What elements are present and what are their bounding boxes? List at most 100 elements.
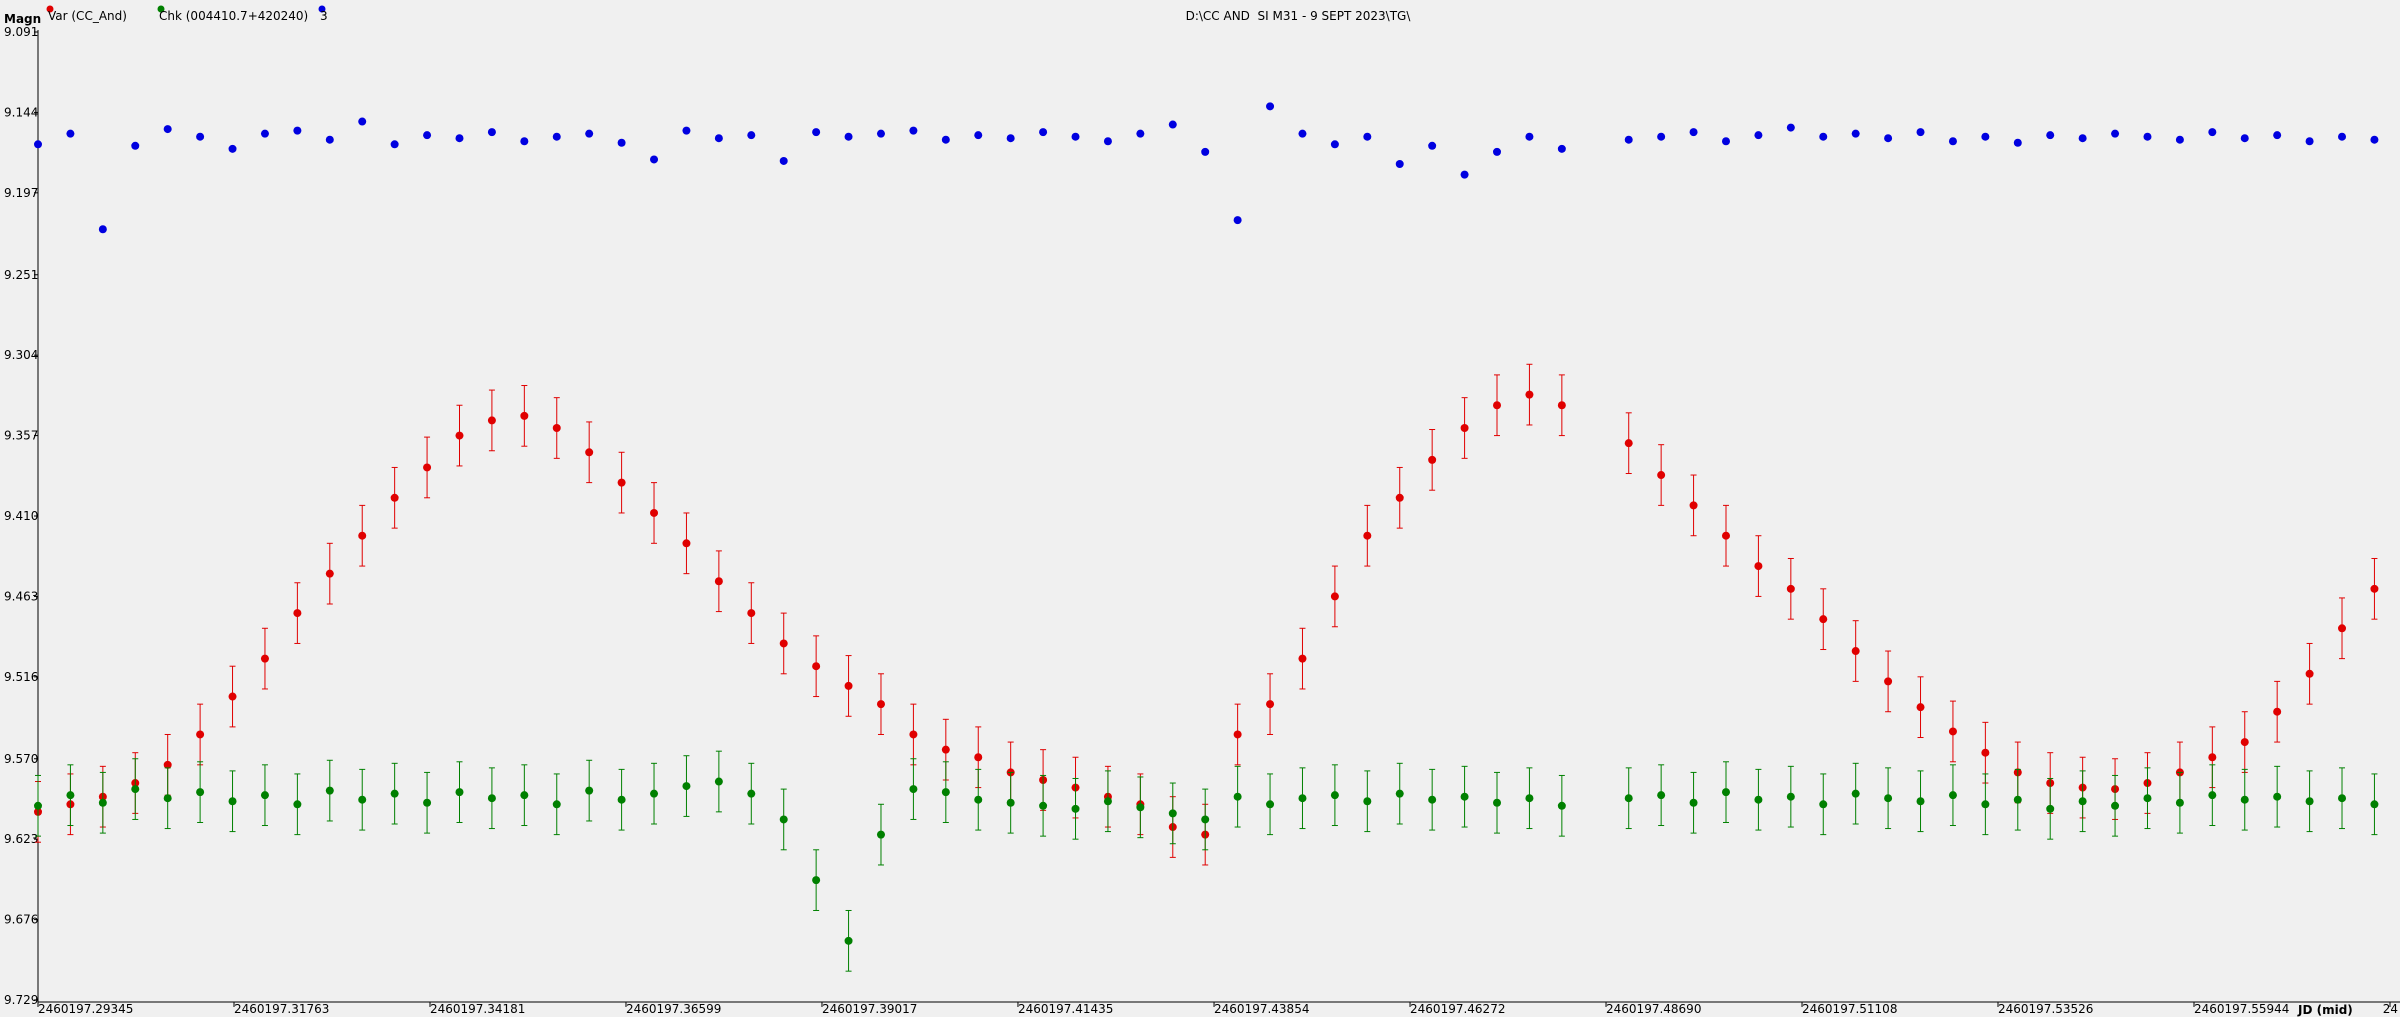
data-point bbox=[1851, 789, 1860, 798]
data-point bbox=[2240, 134, 2249, 143]
data-point bbox=[260, 791, 269, 800]
data-point bbox=[131, 141, 140, 150]
data-point bbox=[974, 753, 983, 762]
data-point bbox=[1136, 129, 1145, 138]
x-tick-label: 2460197.36599 bbox=[626, 1002, 721, 1016]
legend-label: Var (CC_And) bbox=[48, 9, 127, 23]
data-point bbox=[196, 730, 205, 739]
data-point bbox=[650, 155, 659, 164]
data-point bbox=[358, 531, 367, 540]
data-point bbox=[1233, 216, 1242, 225]
data-point bbox=[455, 788, 464, 797]
data-point bbox=[196, 132, 205, 141]
data-point bbox=[2208, 753, 2217, 762]
y-tick-label: 9.676 bbox=[4, 913, 38, 927]
data-point bbox=[228, 797, 237, 806]
data-point bbox=[1624, 794, 1633, 803]
data-point bbox=[1657, 471, 1666, 480]
data-point bbox=[617, 478, 626, 487]
data-point bbox=[1395, 160, 1404, 168]
data-point bbox=[2273, 131, 2282, 140]
data-point bbox=[1428, 795, 1437, 804]
y-tick-label: 9.570 bbox=[4, 752, 38, 766]
data-point bbox=[325, 135, 334, 144]
data-point bbox=[520, 137, 529, 146]
data-point bbox=[1136, 803, 1145, 812]
data-point bbox=[1884, 677, 1893, 686]
data-point bbox=[1006, 798, 1015, 807]
data-point bbox=[455, 134, 464, 143]
data-point bbox=[98, 225, 107, 234]
y-tick-label: 9.357 bbox=[4, 429, 38, 443]
data-point bbox=[423, 131, 432, 140]
series bbox=[34, 102, 2379, 234]
data-point bbox=[1428, 455, 1437, 464]
data-point bbox=[1493, 401, 1502, 410]
data-point bbox=[1330, 592, 1339, 601]
data-point bbox=[1819, 800, 1828, 809]
data-point bbox=[941, 135, 950, 144]
x-tick-label: 2460197.41435 bbox=[1018, 1002, 1113, 1016]
data-point bbox=[2013, 138, 2022, 147]
data-point bbox=[1330, 140, 1339, 149]
data-point bbox=[682, 539, 691, 548]
data-point bbox=[1754, 795, 1763, 804]
y-tick-label: 9.091 bbox=[4, 25, 38, 39]
data-point bbox=[1819, 615, 1828, 624]
data-point bbox=[358, 795, 367, 804]
data-point bbox=[1851, 647, 1860, 656]
data-point bbox=[747, 609, 756, 618]
data-point bbox=[2111, 801, 2120, 810]
data-point bbox=[974, 795, 983, 804]
series bbox=[34, 363, 2379, 866]
data-point bbox=[1786, 584, 1795, 593]
data-point bbox=[1103, 797, 1112, 806]
data-point bbox=[1525, 794, 1534, 803]
x-tick-label: 2460197.51108 bbox=[1802, 1002, 1897, 1016]
data-point bbox=[1298, 129, 1307, 138]
data-point bbox=[2240, 738, 2249, 747]
data-point bbox=[812, 876, 821, 885]
x-tick-label: 2460197.43854 bbox=[1214, 1002, 1309, 1016]
data-point bbox=[1689, 501, 1698, 510]
data-point bbox=[1039, 128, 1048, 137]
data-point bbox=[2078, 134, 2087, 143]
data-point bbox=[1754, 562, 1763, 571]
data-point bbox=[2338, 624, 2347, 633]
data-point bbox=[1395, 789, 1404, 798]
data-point bbox=[650, 789, 659, 798]
x-tick-label: 2460197.46272 bbox=[1410, 1002, 1505, 1016]
x-tick-label: 2460197.34181 bbox=[430, 1002, 525, 1016]
data-point bbox=[98, 798, 107, 807]
data-point bbox=[487, 128, 496, 137]
data-point bbox=[1557, 144, 1566, 153]
data-point bbox=[1689, 798, 1698, 807]
data-point bbox=[2370, 800, 2379, 809]
data-point bbox=[1721, 531, 1730, 540]
data-point bbox=[2370, 135, 2379, 144]
data-point bbox=[1916, 128, 1925, 137]
data-point bbox=[390, 140, 399, 149]
data-point bbox=[487, 416, 496, 425]
data-point bbox=[1884, 794, 1893, 803]
data-point bbox=[2208, 791, 2217, 800]
data-point bbox=[1851, 129, 1860, 138]
data-point bbox=[455, 431, 464, 440]
data-point bbox=[941, 788, 950, 797]
data-point bbox=[1168, 120, 1177, 129]
data-point bbox=[747, 131, 756, 140]
data-point bbox=[844, 681, 853, 690]
data-point bbox=[34, 801, 42, 810]
data-point bbox=[1786, 792, 1795, 801]
data-point bbox=[1557, 801, 1566, 810]
data-point bbox=[1363, 132, 1372, 141]
data-point bbox=[1395, 493, 1404, 502]
data-point bbox=[812, 662, 821, 671]
data-point bbox=[1266, 800, 1275, 809]
data-point bbox=[714, 577, 723, 586]
data-point bbox=[1493, 798, 1502, 807]
data-point bbox=[1754, 131, 1763, 140]
data-point bbox=[423, 798, 432, 807]
legend-marker bbox=[46, 5, 54, 13]
data-point bbox=[974, 131, 983, 140]
